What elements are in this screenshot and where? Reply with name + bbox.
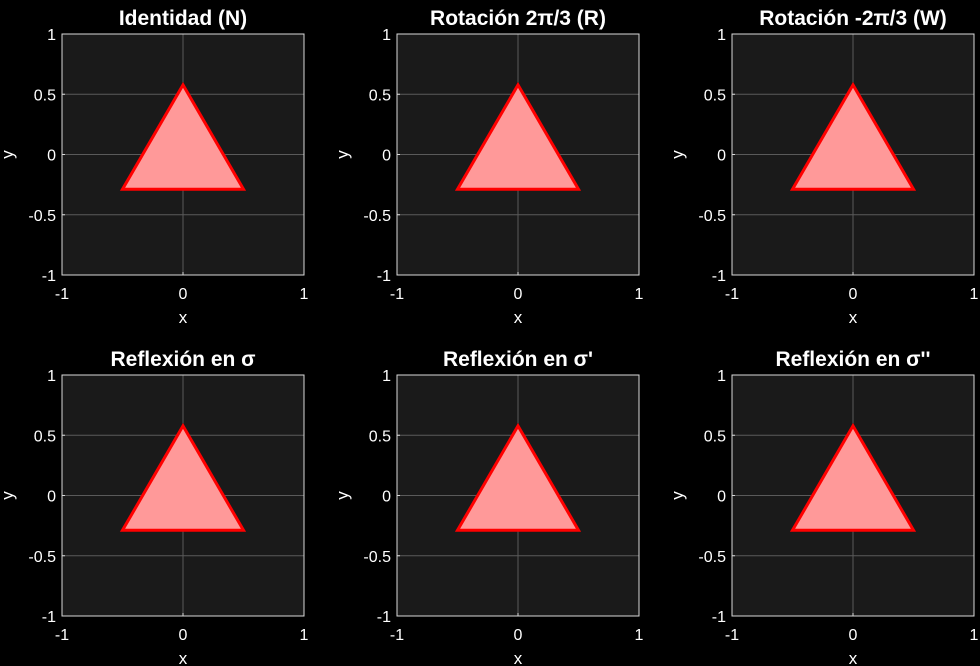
triangle [789,422,917,532]
y-tick-label: -0.5 [363,549,391,566]
x-tick-label: 1 [970,627,979,644]
y-axis-label: y [0,491,17,500]
x-axis-label: x [179,308,188,327]
x-tick-label: -1 [55,286,69,303]
y-tick-label: -0.5 [28,208,56,225]
x-axis-label: x [514,308,523,327]
y-tick-label: -1 [377,609,391,626]
y-tick-label: -1 [712,268,726,285]
y-tick-label: 0 [717,489,726,506]
subplot-title: Rotación -2π/3 (W) [759,7,947,30]
x-tick-label: 0 [849,286,858,303]
x-tick-label: -1 [55,627,69,644]
x-tick-label: -1 [725,286,739,303]
x-tick-label: -1 [725,627,739,644]
y-tick-label: -0.5 [698,549,726,566]
y-tick-label: 1 [717,27,726,44]
y-tick-label: -0.5 [363,208,391,225]
y-tick-label: -1 [712,609,726,626]
y-axis-label: y [333,150,352,159]
y-tick-label: 0.5 [34,87,56,104]
x-axis-label: x [179,649,188,666]
subplot-2: -1 0 1 1 0.5 0 -0.5 -1 x y Rotación 2π/3 (R) [333,7,644,327]
x-tick-label: 0 [514,286,523,303]
y-tick-label: 1 [47,368,56,385]
y-axis-label: y [668,150,687,159]
y-tick-label: 0.5 [369,428,391,445]
x-tick-label: -1 [390,286,404,303]
triangle [119,422,247,532]
y-tick-label: 0.5 [34,428,56,445]
y-tick-label: 1 [382,27,391,44]
x-tick-label: 0 [179,627,188,644]
subplot-title: Reflexión en σ' [443,348,593,371]
x-tick-label: -1 [390,627,404,644]
y-tick-label: -1 [42,268,56,285]
subplot-1: -1 0 1 1 0.5 0 -0.5 -1 x y Identidad (N) [0,7,309,327]
x-tick-label: 1 [635,627,644,644]
x-axis-label: x [849,649,858,666]
subplot-3: -1 0 1 1 0.5 0 -0.5 -1 x y Rotación -2π/3 (W) [668,7,979,327]
y-tick-label: 0.5 [704,428,726,445]
subplot-title: Rotación 2π/3 (R) [430,7,606,30]
x-tick-label: 0 [514,627,523,644]
subplot-4: -1 0 1 1 0.5 0 -0.5 -1 x y Reflexión en σ [0,348,309,666]
y-tick-label: 0 [382,489,391,506]
y-tick-label: 0 [382,148,391,165]
triangle [454,422,582,532]
triangle [119,81,247,191]
y-tick-label: 0.5 [369,87,391,104]
x-tick-label: 1 [300,627,309,644]
x-tick-label: 0 [179,286,188,303]
triangle [789,81,917,191]
subplot-6: -1 0 1 1 0.5 0 -0.5 -1 x y Reflexión en σ'' [668,348,979,666]
x-axis-label: x [514,649,523,666]
y-tick-label: 0.5 [704,87,726,104]
x-tick-label: 0 [849,627,858,644]
subplot-title: Identidad (N) [119,7,247,30]
subplot-title: Reflexión en σ [110,348,255,371]
x-tick-label: 1 [635,286,644,303]
subplot-title: Reflexión en σ'' [775,348,930,371]
y-tick-label: -1 [377,268,391,285]
y-tick-label: -0.5 [28,549,56,566]
x-tick-label: 1 [970,286,979,303]
subplot-5: -1 0 1 1 0.5 0 -0.5 -1 x y Reflexión en σ' [333,348,644,666]
triangle [454,81,582,191]
x-axis-label: x [849,308,858,327]
y-tick-label: 1 [47,27,56,44]
y-axis-label: y [0,150,17,159]
y-tick-label: 0 [47,148,56,165]
y-tick-label: 0 [47,489,56,506]
y-axis-label: y [333,491,352,500]
y-tick-label: 1 [382,368,391,385]
y-axis-label: y [668,491,687,500]
y-tick-label: 1 [717,368,726,385]
y-tick-label: -0.5 [698,208,726,225]
x-tick-label: 1 [300,286,309,303]
y-tick-label: 0 [717,148,726,165]
y-tick-label: -1 [42,609,56,626]
